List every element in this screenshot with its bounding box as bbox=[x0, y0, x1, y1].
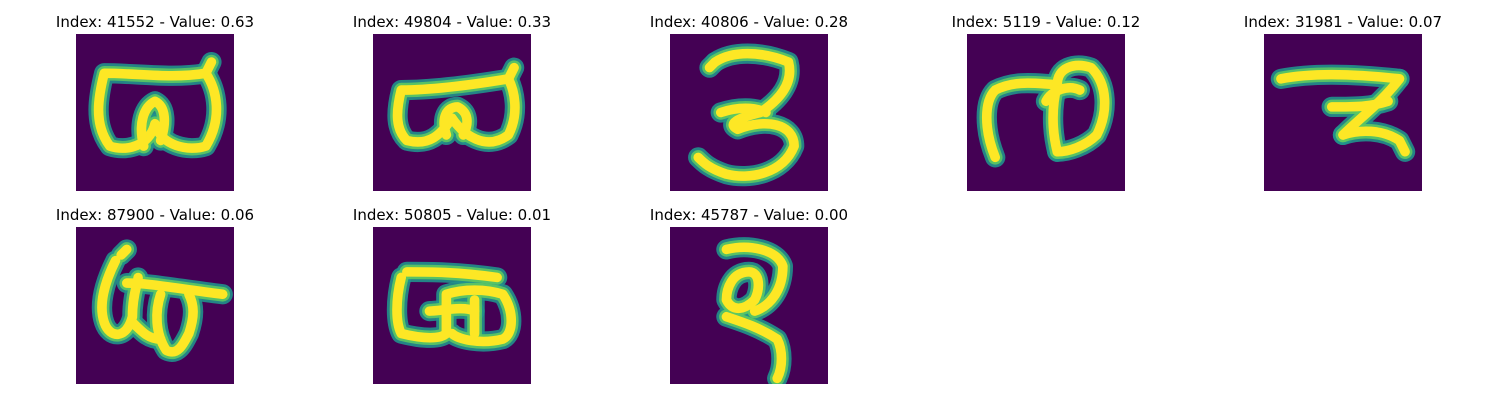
panel-40806: Index: 40806 - Value: 0.28 bbox=[609, 12, 889, 197]
digit-image-40806 bbox=[670, 34, 828, 191]
panel-title: Index: 50805 - Value: 0.01 bbox=[352, 206, 552, 224]
panel-31981: Index: 31981 - Value: 0.07 bbox=[1203, 12, 1483, 197]
digit-image-41552 bbox=[76, 34, 234, 191]
panel-title: Index: 5119 - Value: 0.12 bbox=[951, 13, 1141, 31]
panel-title: Index: 31981 - Value: 0.07 bbox=[1243, 13, 1443, 31]
digit-image-50805 bbox=[373, 227, 531, 384]
panel-title: Index: 45787 - Value: 0.00 bbox=[649, 206, 849, 224]
panel-41552: Index: 41552 - Value: 0.63 bbox=[15, 12, 295, 197]
panel-title: Index: 41552 - Value: 0.63 bbox=[55, 13, 255, 31]
panel-title: Index: 40806 - Value: 0.28 bbox=[649, 13, 849, 31]
panel-title: Index: 87900 - Value: 0.06 bbox=[55, 206, 255, 224]
panel-title: Index: 49804 - Value: 0.33 bbox=[352, 13, 552, 31]
digit-image-87900 bbox=[76, 227, 234, 384]
panel-49804: Index: 49804 - Value: 0.33 bbox=[312, 12, 592, 197]
panel-45787: Index: 45787 - Value: 0.00 bbox=[609, 205, 889, 390]
panel-87900: Index: 87900 - Value: 0.06 bbox=[15, 205, 295, 390]
panel-50805: Index: 50805 - Value: 0.01 bbox=[312, 205, 592, 390]
digit-image-5119 bbox=[967, 34, 1125, 191]
digit-image-31981 bbox=[1264, 34, 1422, 191]
digit-image-45787 bbox=[670, 227, 828, 384]
panel-5119: Index: 5119 - Value: 0.12 bbox=[906, 12, 1186, 197]
digit-image-49804 bbox=[373, 34, 531, 191]
